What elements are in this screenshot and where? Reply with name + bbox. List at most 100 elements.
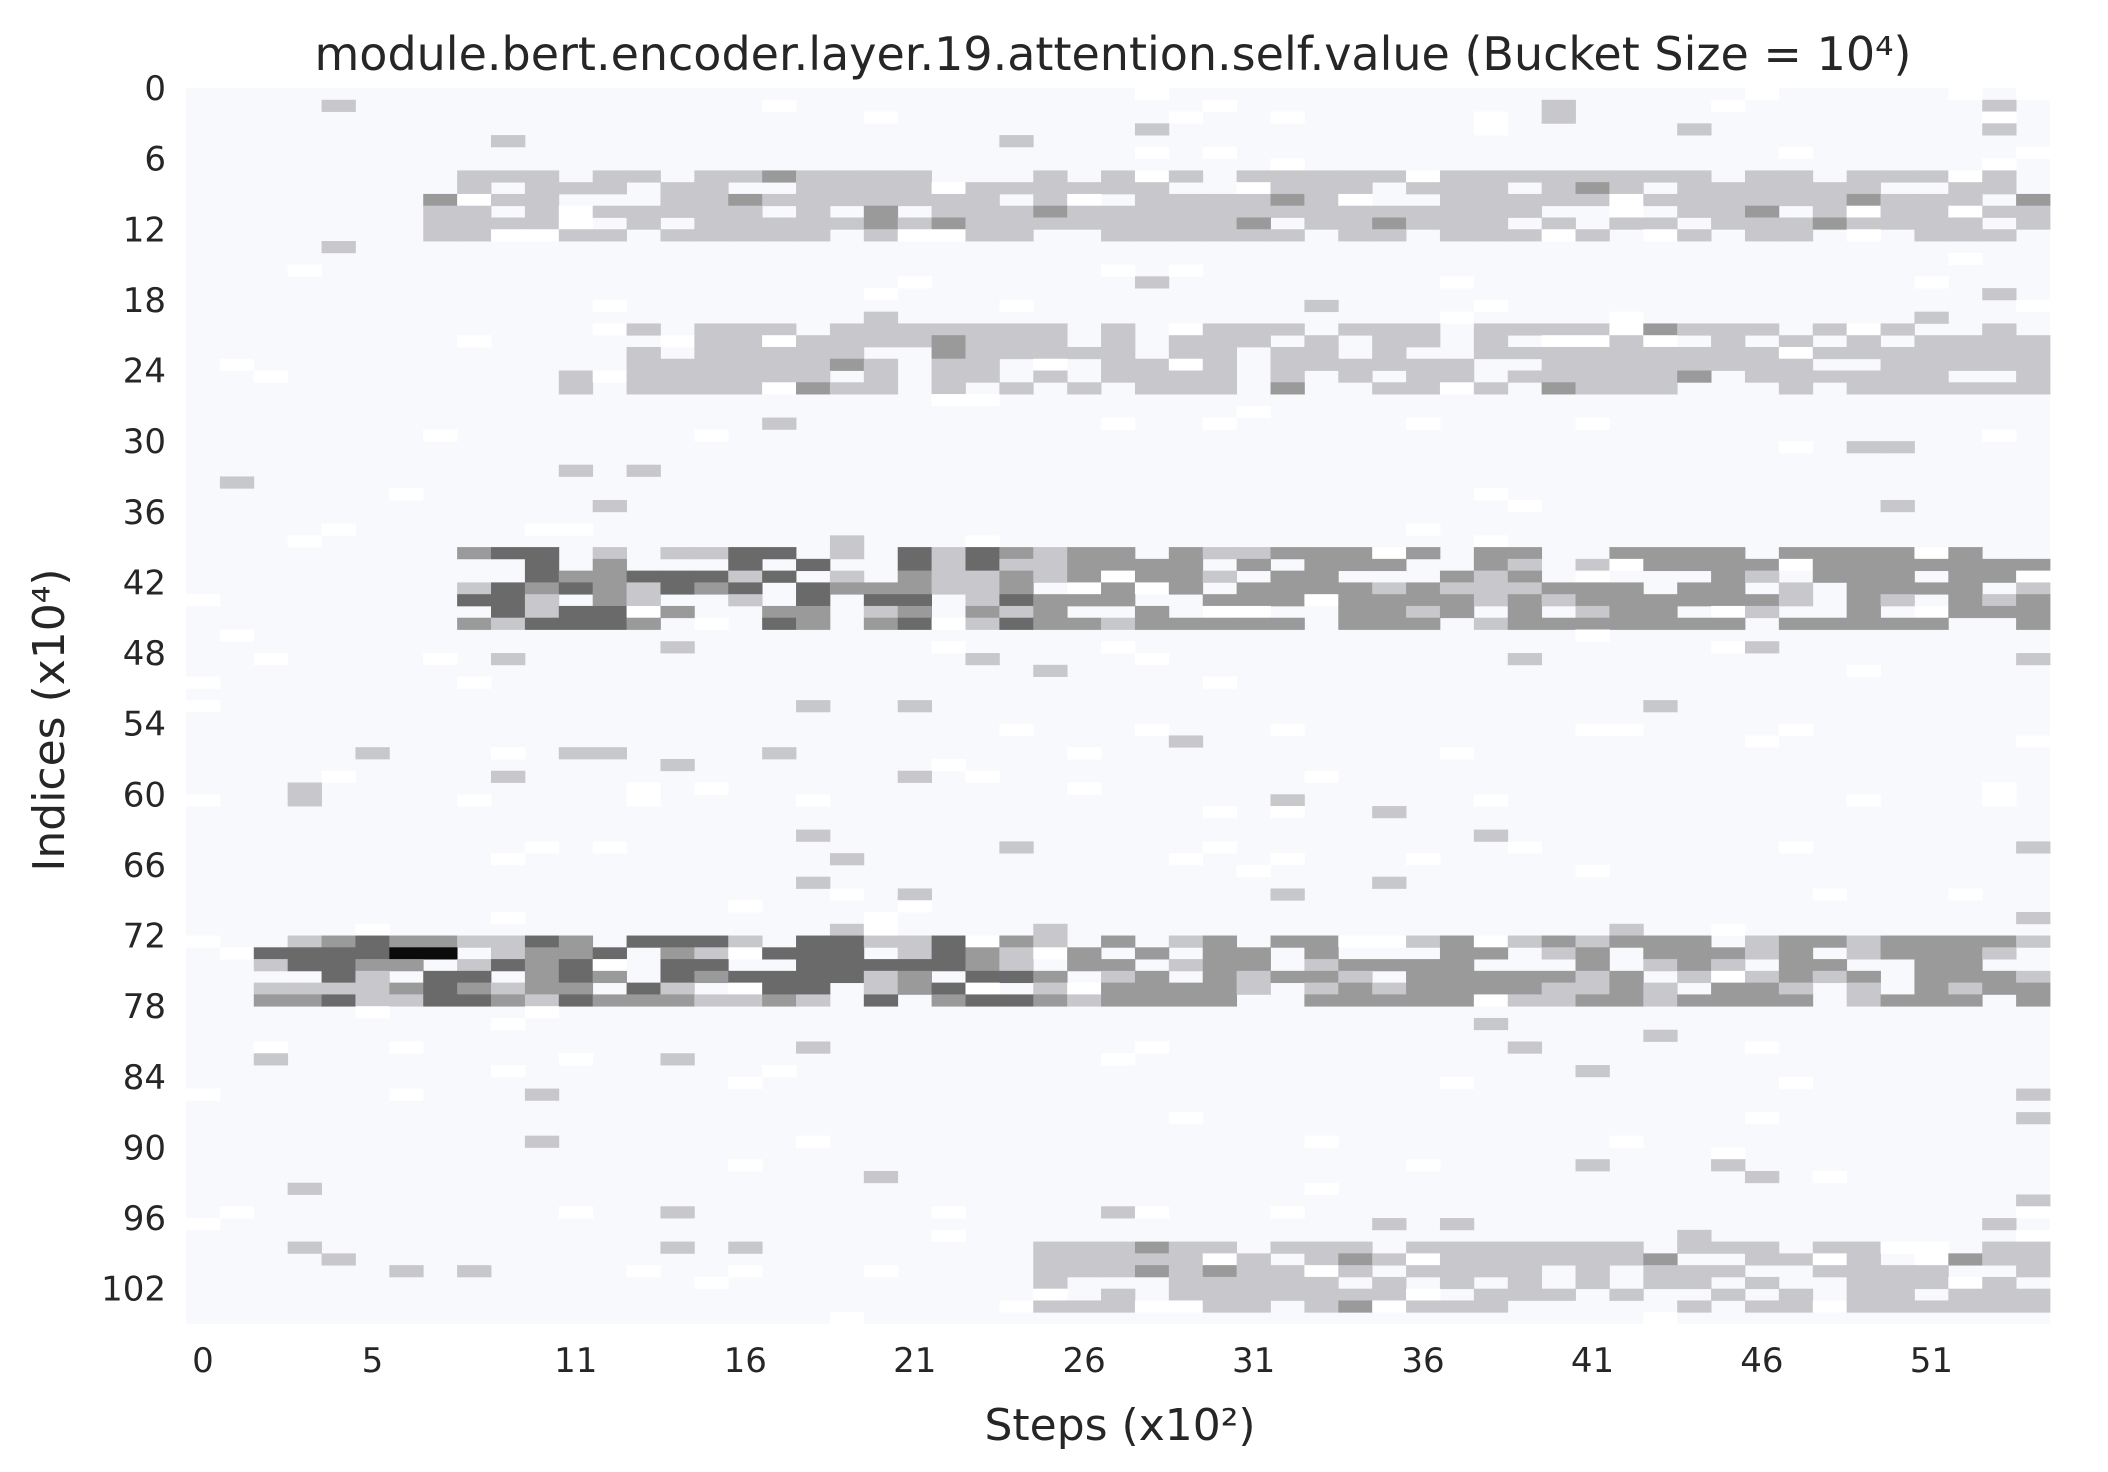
heatmap-cell [1473, 193, 1509, 207]
heatmap-cell [1134, 229, 1170, 242]
heatmap-cell [423, 193, 458, 207]
heatmap-cell [1304, 1253, 1339, 1266]
heatmap-cell [1134, 605, 1170, 619]
heatmap-cell [965, 947, 1000, 960]
heatmap-cell [1643, 700, 1678, 713]
heatmap-cell [796, 605, 831, 619]
heatmap-cell [762, 605, 797, 619]
heatmap-cell [1812, 617, 1848, 630]
heatmap-cell [829, 547, 865, 560]
heatmap-cell [1982, 1241, 2017, 1254]
heatmap-cell [1778, 617, 1814, 630]
heatmap-cell [592, 500, 627, 513]
heatmap-cell [965, 182, 1000, 195]
heatmap-cell [253, 959, 289, 972]
heatmap-cell [728, 358, 763, 371]
heatmap-cell [2016, 1253, 2051, 1266]
heatmap-cell [762, 1065, 797, 1078]
heatmap-cell [219, 629, 255, 642]
heatmap-cell [1406, 853, 1441, 866]
heatmap-cell [1744, 1300, 1780, 1313]
heatmap-cell [1507, 1276, 1543, 1290]
heatmap-cell [1304, 959, 1339, 972]
heatmap-cell [524, 170, 560, 183]
heatmap-cell [1846, 605, 1881, 619]
heatmap-cell [1236, 1276, 1271, 1290]
heatmap-cell [1067, 582, 1102, 595]
heatmap-cell [1439, 935, 1475, 948]
heatmap-cell [897, 888, 932, 901]
heatmap-cell [694, 994, 729, 1007]
heatmap-cell [1134, 358, 1170, 371]
heatmap-cell [1575, 982, 1610, 995]
heatmap-cell [999, 1300, 1034, 1313]
heatmap-cell [1439, 970, 1475, 984]
heatmap-cell [1473, 335, 1509, 348]
heatmap-cell [931, 323, 966, 336]
heatmap-cell [660, 970, 695, 984]
heatmap-cell [389, 1041, 424, 1054]
heatmap-cell [1846, 323, 1881, 336]
heatmap-cell [1846, 182, 1881, 195]
heatmap-cell [457, 935, 492, 948]
heatmap-cell [1575, 617, 1610, 630]
heatmap-cell [1846, 1241, 1881, 1254]
heatmap-cell [1134, 1206, 1170, 1219]
heatmap-cell [897, 229, 932, 242]
heatmap-cell [1609, 605, 1644, 619]
heatmap-cell [1439, 170, 1475, 183]
heatmap-cell [762, 335, 797, 348]
heatmap-cell [1304, 570, 1339, 583]
heatmap-cell [1643, 382, 1678, 395]
heatmap-cell [1372, 558, 1407, 572]
heatmap-cell [592, 182, 627, 195]
heatmap-cell [1101, 346, 1136, 360]
heatmap-cell [1304, 558, 1339, 572]
heatmap-cell [1304, 299, 1339, 313]
heatmap-cell [1101, 982, 1136, 995]
heatmap-cell [1643, 323, 1678, 336]
heatmap-cell [1982, 982, 2017, 995]
heatmap-cell [863, 323, 899, 336]
heatmap-cell [524, 1135, 560, 1148]
heatmap-cell [1101, 1053, 1136, 1066]
heatmap-cell [1812, 888, 1848, 901]
heatmap-cell [728, 323, 763, 336]
heatmap-cell [1778, 346, 1814, 360]
heatmap-cell [2016, 1300, 2051, 1313]
heatmap-cell [1372, 806, 1407, 819]
x-tick-label: 26 [1062, 1341, 1105, 1381]
heatmap-cell [1575, 1065, 1610, 1078]
heatmap-cell [1372, 335, 1407, 348]
heatmap-cell [1304, 1276, 1339, 1290]
heatmap-cell [491, 947, 526, 960]
heatmap-cell [999, 135, 1034, 148]
heatmap-cell [999, 182, 1034, 195]
heatmap-cell [1744, 558, 1780, 572]
heatmap-cell [829, 193, 865, 207]
heatmap-cell [965, 959, 1000, 972]
heatmap-cell [762, 947, 797, 960]
heatmap-cell [1982, 947, 2017, 960]
heatmap-cell [1677, 558, 1712, 572]
heatmap-cell [626, 605, 661, 619]
heatmap-cell [965, 605, 1000, 619]
heatmap-cell [1541, 1253, 1576, 1266]
heatmap-cell [287, 1241, 322, 1254]
heatmap-cell [1067, 959, 1102, 972]
heatmap-cell [626, 782, 661, 795]
heatmap-cell [1473, 123, 1509, 136]
heatmap-cell [1778, 994, 1814, 1007]
heatmap-cell [1846, 193, 1881, 207]
heatmap-cell [796, 358, 831, 371]
heatmap-cell [253, 994, 289, 1007]
heatmap-cell [931, 547, 966, 560]
heatmap-cell [1473, 994, 1509, 1007]
heatmap-cell [863, 229, 899, 242]
heatmap-cell [1711, 994, 1746, 1007]
heatmap-cell [1507, 1041, 1543, 1054]
heatmap-cell [999, 323, 1034, 336]
heatmap-cell [626, 617, 661, 630]
heatmap-cell [1338, 970, 1373, 984]
heatmap-cell [1643, 346, 1678, 360]
